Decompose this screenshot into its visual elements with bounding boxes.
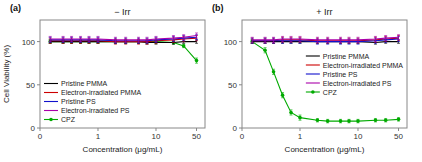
- x-tick-label: 0: [38, 132, 43, 141]
- error-bar: [374, 118, 377, 121]
- legend-label: Pristine PMMA: [61, 80, 108, 87]
- title: − Irr: [114, 7, 130, 17]
- series-line: [252, 42, 398, 121]
- legend-swatch: [311, 90, 315, 94]
- series-line: [50, 36, 196, 40]
- legend-swatch: [306, 64, 320, 65]
- series: [49, 33, 198, 43]
- data-layer: [250, 35, 400, 123]
- error-bar: [384, 118, 387, 121]
- legend-swatch: [306, 82, 320, 83]
- point: [281, 93, 285, 97]
- legend-swatch: [44, 110, 58, 111]
- plot-frame: [242, 20, 407, 128]
- legend-label: Pristine PS: [323, 71, 358, 78]
- point: [384, 118, 388, 122]
- error-bar: [316, 118, 319, 121]
- legend-swatch: [44, 101, 58, 102]
- panel: 0 50 100 0 1 10 50 + Irr Concentration (μg/mL) (b…: [212, 3, 407, 154]
- point: [289, 111, 293, 115]
- point: [263, 48, 267, 52]
- x-tick: [242, 128, 243, 131]
- series-line: [50, 42, 196, 61]
- point: [397, 118, 401, 122]
- error-bar: [326, 119, 329, 122]
- x-tick: [357, 128, 358, 131]
- x-tick: [155, 128, 156, 131]
- error-bar: [356, 119, 359, 122]
- legend-swatch: [306, 73, 320, 74]
- legend-label: Electron-irradiated PMMA: [61, 89, 141, 96]
- legend-label: Electron-irradiated PS: [323, 80, 392, 87]
- y-tick-label: 0: [233, 124, 238, 133]
- y-tick-label: 0: [31, 124, 36, 133]
- y-tick-label: 100: [224, 38, 238, 47]
- title: + Irr: [316, 7, 332, 17]
- y-tick: [239, 41, 242, 42]
- y-tick: [37, 41, 40, 42]
- x-tick-label: 1: [298, 132, 303, 141]
- error-bar: [298, 115, 301, 120]
- error-bar: [339, 119, 342, 122]
- x-tick: [40, 128, 41, 131]
- y-tick-label: 100: [22, 38, 36, 47]
- x-tick-label: 50: [394, 132, 403, 141]
- point: [326, 119, 330, 123]
- error-bar: [348, 119, 351, 122]
- panel-label: (b): [212, 3, 224, 13]
- x-tick-label: 10: [152, 132, 161, 141]
- legend-label: CPZ: [323, 89, 338, 96]
- x-tick-label: 1: [96, 132, 101, 141]
- x-tick: [299, 128, 300, 131]
- x-tick-label: 50: [192, 132, 201, 141]
- point: [347, 119, 351, 123]
- series-line: [252, 37, 398, 40]
- legend: Pristine PMMA Electron-irradiated PMMA Pri…: [44, 80, 141, 123]
- legend-swatch: [44, 92, 58, 93]
- x-axis-label: Concentration (μg/mL): [285, 145, 365, 154]
- y-axis-label: Cell Viability (%): [2, 45, 11, 103]
- legend-label: CPZ: [61, 116, 76, 123]
- series-line: [252, 38, 398, 41]
- error-bar: [397, 118, 400, 121]
- x-axis-label: Concentration (μg/mL): [83, 145, 163, 154]
- series: [49, 36, 198, 45]
- y-tick-label: 50: [228, 81, 237, 90]
- legend-swatch: [44, 83, 58, 84]
- point: [339, 119, 343, 123]
- series: [251, 36, 400, 44]
- error-bar: [182, 44, 185, 47]
- panel-label: (a): [10, 3, 21, 13]
- y-tick-label: 50: [26, 81, 35, 90]
- point: [182, 44, 186, 48]
- legend: Pristine PMMA Electron-irradiated PMMA Pri…: [306, 53, 403, 96]
- x-tick-label: 10: [354, 132, 363, 141]
- legend-label: Pristine PS: [61, 98, 96, 105]
- panel: 0 50 100 0 1 10 50 − Irr Concentration (μg/mL) Ce…: [2, 3, 205, 154]
- series: [251, 36, 400, 44]
- chart-root: 050100011050− IrrConcentration (μg/mL)Ce…: [0, 0, 422, 162]
- plot-frame: [40, 20, 205, 128]
- point: [195, 59, 199, 63]
- legend-swatch: [49, 118, 53, 122]
- series: [250, 40, 400, 123]
- point: [356, 119, 360, 123]
- x-tick-label: 0: [240, 132, 245, 141]
- y-tick: [37, 84, 40, 85]
- y-tick: [239, 84, 242, 85]
- legend-swatch: [306, 55, 320, 56]
- legend-label: Electron-irradiated PMMA: [323, 62, 403, 69]
- data-layer: [48, 33, 198, 63]
- x-tick: [97, 128, 98, 131]
- point: [272, 70, 276, 74]
- x-tick: [196, 128, 197, 131]
- point: [316, 118, 320, 122]
- point: [374, 118, 378, 122]
- x-tick: [398, 128, 399, 131]
- series: [49, 35, 198, 44]
- series: [251, 35, 400, 43]
- point: [298, 116, 302, 120]
- legend-label: Electron-irradiated PS: [61, 107, 130, 114]
- legend-label: Pristine PMMA: [323, 53, 370, 60]
